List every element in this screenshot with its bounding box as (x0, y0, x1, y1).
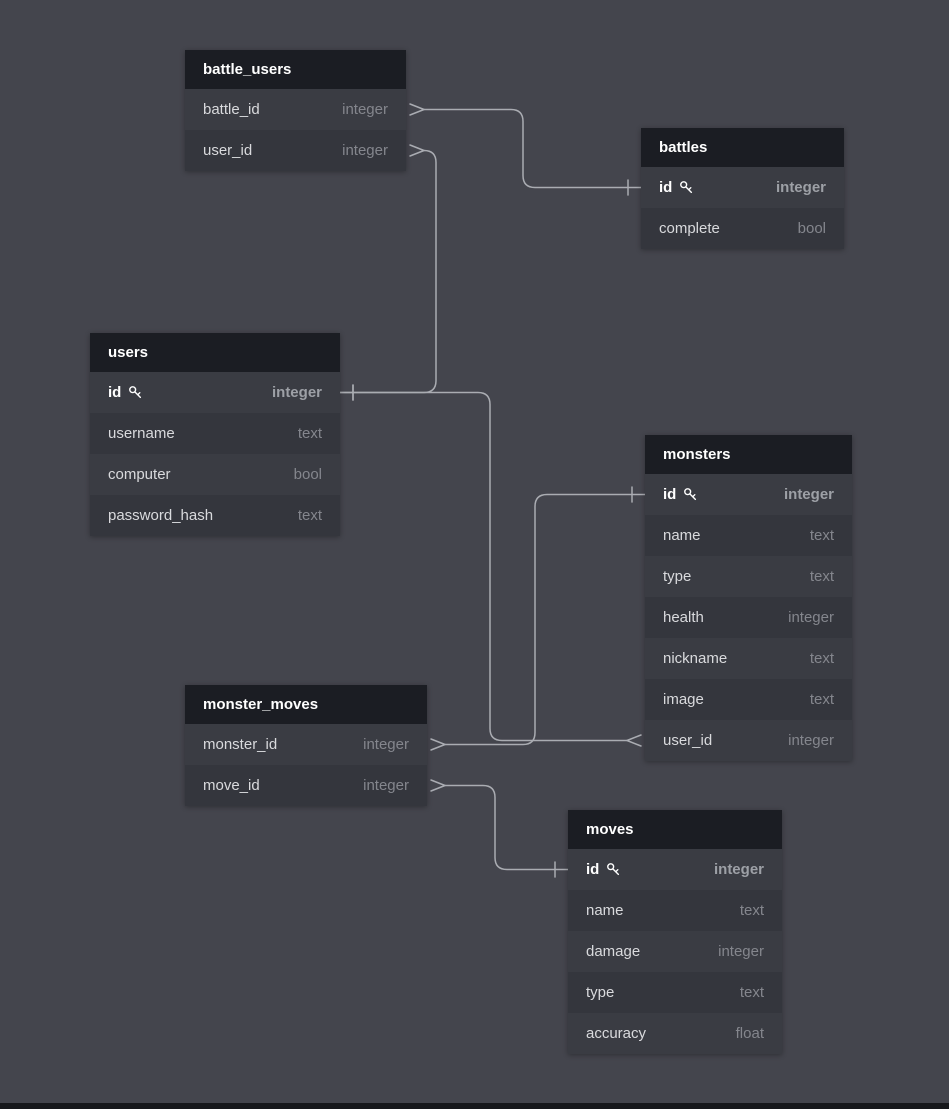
table-monsters[interactable]: monsters id integer name text type text health i… (645, 435, 852, 761)
field-row-monsters-id[interactable]: id integer (645, 474, 852, 515)
field-name: user_id (203, 142, 253, 159)
field-name: name (586, 902, 624, 919)
field-name: id (663, 486, 698, 503)
field-type: integer (783, 486, 834, 503)
relationship-line (444, 493, 646, 746)
field-row-moves-name[interactable]: name text (568, 890, 782, 931)
field-row-users-password_hash[interactable]: password_hash text (90, 495, 340, 536)
many-cardinality-marker (409, 144, 425, 157)
relationship-line (423, 108, 642, 189)
field-type: bool (797, 220, 826, 237)
field-type: text (809, 527, 834, 544)
field-row-monster_moves-move_id[interactable]: move_id integer (185, 765, 427, 806)
table-header-battles[interactable]: battles (641, 128, 844, 167)
table-header-battle_users[interactable]: battle_users (185, 50, 406, 89)
field-name: id (586, 861, 621, 878)
table-header-users[interactable]: users (90, 333, 340, 372)
table-battle_users[interactable]: battle_users battle_id integer user_id integ… (185, 50, 406, 171)
field-row-users-computer[interactable]: computer bool (90, 454, 340, 495)
field-type: integer (718, 943, 764, 960)
primary-key-icon (680, 181, 693, 194)
field-row-users-id[interactable]: id integer (90, 372, 340, 413)
table-header-monsters[interactable]: monsters (645, 435, 852, 474)
field-type: bool (293, 466, 322, 483)
field-type: integer (342, 101, 388, 118)
field-type: text (739, 984, 764, 1001)
field-row-battles-id[interactable]: id integer (641, 167, 844, 208)
field-row-monsters-type[interactable]: type text (645, 556, 852, 597)
field-name: user_id (663, 732, 713, 749)
field-type: text (809, 691, 834, 708)
table-header-moves[interactable]: moves (568, 810, 782, 849)
primary-key-icon (684, 488, 697, 501)
field-row-moves-id[interactable]: id integer (568, 849, 782, 890)
relationship-users-id-to-monsters-user_id[interactable] (339, 384, 642, 747)
field-name: password_hash (108, 507, 214, 524)
field-type: text (297, 507, 322, 524)
field-row-battles-complete[interactable]: complete bool (641, 208, 844, 249)
field-name: battle_id (203, 101, 260, 118)
field-type: text (739, 902, 764, 919)
field-row-monsters-user_id[interactable]: user_id integer (645, 720, 852, 761)
field-row-monsters-health[interactable]: health integer (645, 597, 852, 638)
field-type: text (297, 425, 322, 442)
field-name: monster_id (203, 736, 278, 753)
field-row-moves-accuracy[interactable]: accuracy float (568, 1013, 782, 1054)
relationship-line (339, 391, 628, 742)
field-name: id (659, 179, 694, 196)
many-cardinality-marker (626, 734, 642, 747)
table-monster_moves[interactable]: monster_moves monster_id integer move_id int… (185, 685, 427, 806)
field-type: integer (363, 777, 409, 794)
field-type: integer (788, 609, 834, 626)
field-name: id (108, 384, 143, 401)
field-name: type (663, 568, 692, 585)
table-moves[interactable]: moves id integer name text damage integer type t… (568, 810, 782, 1054)
field-name: nickname (663, 650, 728, 667)
relationship-monster_moves-monster_id-to-monsters-id[interactable] (430, 486, 646, 751)
field-name: damage (586, 943, 641, 960)
table-header-monster_moves[interactable]: monster_moves (185, 685, 427, 724)
field-type: integer (342, 142, 388, 159)
field-row-monsters-nickname[interactable]: nickname text (645, 638, 852, 679)
field-type: float (735, 1025, 764, 1042)
field-type: integer (788, 732, 834, 749)
field-row-moves-type[interactable]: type text (568, 972, 782, 1013)
field-row-battle_users-user_id[interactable]: user_id integer (185, 130, 406, 171)
field-row-monsters-name[interactable]: name text (645, 515, 852, 556)
field-name: type (586, 984, 615, 1001)
field-row-battle_users-battle_id[interactable]: battle_id integer (185, 89, 406, 130)
field-name: image (663, 691, 704, 708)
relationship-battle_users-battle_id-to-battles-id[interactable] (409, 103, 642, 196)
primary-key-icon (607, 863, 620, 876)
field-name: name (663, 527, 701, 544)
field-name: move_id (203, 777, 260, 794)
field-type: text (809, 568, 834, 585)
field-row-users-username[interactable]: username text (90, 413, 340, 454)
field-row-monsters-image[interactable]: image text (645, 679, 852, 720)
field-type: integer (271, 384, 322, 401)
many-cardinality-marker (409, 103, 425, 116)
field-type: integer (363, 736, 409, 753)
field-row-moves-damage[interactable]: damage integer (568, 931, 782, 972)
field-row-monster_moves-monster_id[interactable]: monster_id integer (185, 724, 427, 765)
field-name: computer (108, 466, 171, 483)
field-name: complete (659, 220, 720, 237)
field-type: text (809, 650, 834, 667)
field-type: integer (713, 861, 764, 878)
many-cardinality-marker (430, 779, 446, 792)
many-cardinality-marker (430, 738, 446, 751)
field-name: health (663, 609, 704, 626)
table-users[interactable]: users id integer username text computer bool pa… (90, 333, 340, 536)
field-name: accuracy (586, 1025, 647, 1042)
field-type: integer (775, 179, 826, 196)
field-name: username (108, 425, 175, 442)
horizontal-scrollbar[interactable] (0, 1103, 949, 1109)
primary-key-icon (129, 386, 142, 399)
relationship-line (444, 784, 569, 871)
table-battles[interactable]: battles id integer complete bool (641, 128, 844, 249)
relationship-monster_moves-move_id-to-moves-id[interactable] (430, 779, 569, 878)
